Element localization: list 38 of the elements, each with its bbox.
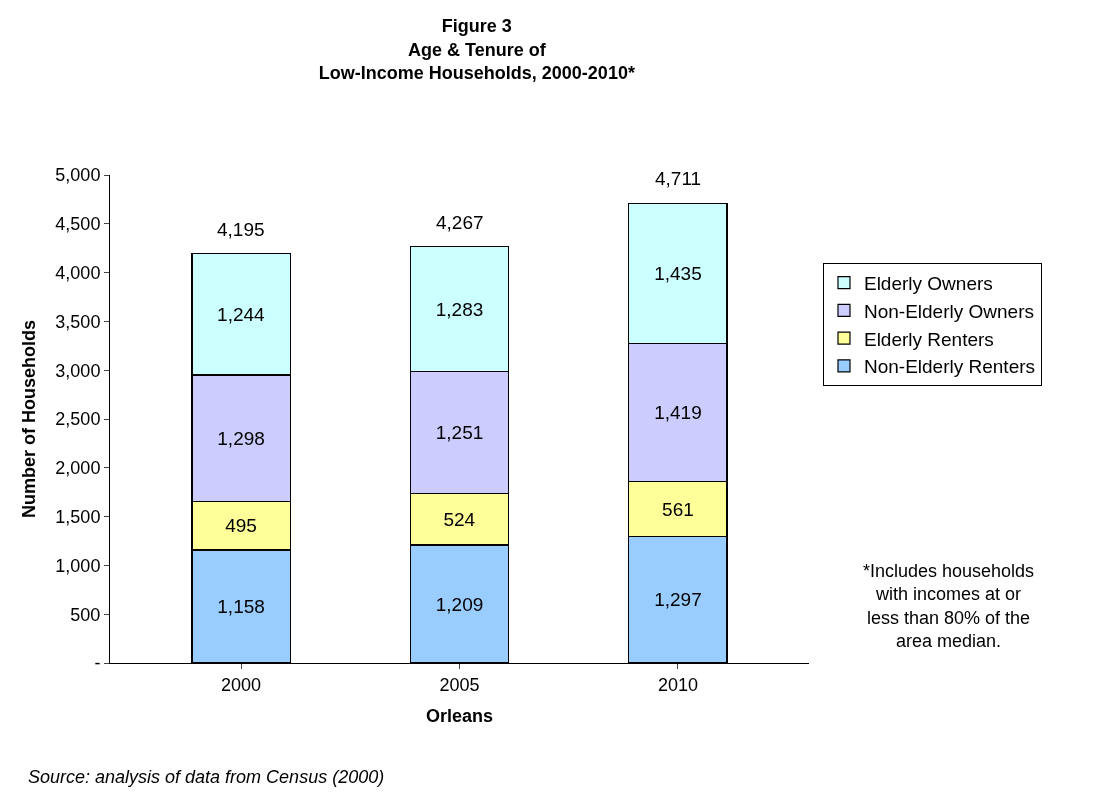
x-tick-label: 2005 bbox=[439, 674, 480, 695]
y-tick-label: 3,000 bbox=[55, 360, 101, 381]
data-label: 1,297 bbox=[654, 589, 702, 611]
y-tick-label: 1,000 bbox=[55, 555, 101, 576]
chart-title: Figure 3 Age & Tenure of Low-Income Households, 2000-2010* bbox=[318, 16, 635, 83]
x-tick-label: 2010 bbox=[657, 674, 698, 695]
data-label: 1,158 bbox=[217, 595, 265, 617]
legend-label: Non-Elderly Renters bbox=[863, 356, 1036, 378]
total-label: 4,267 bbox=[436, 212, 484, 233]
text: *Includes households with incomes at or less than 80% of the area median. bbox=[863, 561, 1035, 652]
y-tick-label: 1,500 bbox=[55, 506, 101, 527]
data-label: 524 bbox=[443, 508, 476, 530]
source-note: Source: analysis of data from Census (2000) bbox=[28, 767, 385, 787]
y-axis-title: Number of Households bbox=[18, 319, 39, 519]
y-tick-label: 5,000 bbox=[55, 165, 101, 186]
legend-label: Non-Elderly Owners bbox=[863, 300, 1034, 322]
data-label: 1,435 bbox=[654, 262, 702, 284]
x-axis-title: Orleans bbox=[425, 705, 494, 726]
legend-label: Elderly Renters bbox=[863, 328, 994, 350]
data-label: 1,419 bbox=[654, 401, 702, 423]
y-tick-label: 3,500 bbox=[55, 311, 101, 332]
y-tick-label: 4,000 bbox=[55, 262, 101, 283]
y-tick-label: 4,500 bbox=[55, 214, 101, 235]
data-label: 561 bbox=[662, 498, 694, 520]
data-label: 1,251 bbox=[435, 422, 484, 444]
y-tick-label: 2,500 bbox=[55, 409, 101, 430]
y-tick-label: 500 bbox=[70, 604, 101, 625]
data-label: 495 bbox=[225, 515, 257, 537]
data-label: 1,298 bbox=[217, 427, 265, 449]
data-label: 1,244 bbox=[217, 303, 266, 325]
data-label: 1,209 bbox=[435, 593, 484, 615]
data-label: 1,283 bbox=[435, 298, 484, 320]
legend-label: Elderly Owners bbox=[863, 273, 993, 295]
x-tick-label: 2000 bbox=[221, 674, 262, 695]
total-label: 4,711 bbox=[655, 168, 702, 189]
y-tick-label: - bbox=[94, 653, 101, 674]
total-label: 4,195 bbox=[217, 219, 265, 240]
y-tick-label: 2,000 bbox=[55, 458, 101, 479]
